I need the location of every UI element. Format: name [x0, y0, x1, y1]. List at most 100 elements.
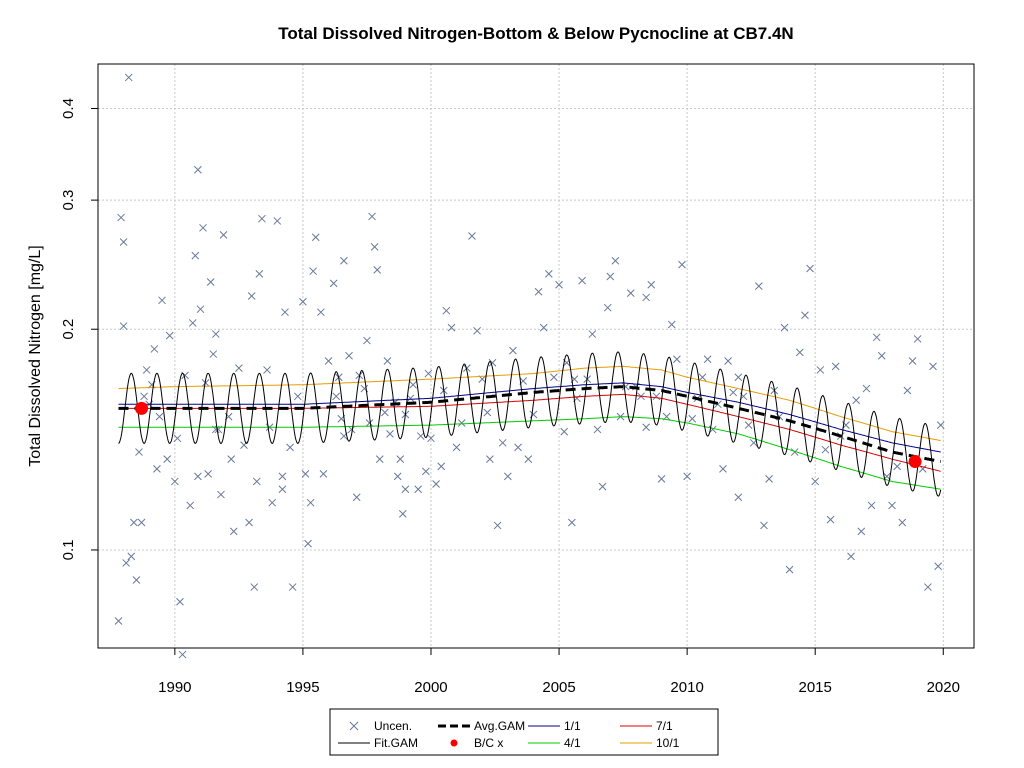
data-point — [398, 510, 407, 518]
legend-box — [329, 708, 719, 756]
data-point — [130, 518, 138, 527]
data-point — [432, 480, 440, 488]
data-point — [509, 346, 517, 355]
data-point — [311, 233, 320, 242]
data-point — [765, 475, 773, 483]
data-point — [719, 465, 727, 473]
data-point — [255, 269, 264, 278]
data-point — [606, 272, 615, 281]
data-point — [186, 501, 195, 510]
data-point — [142, 366, 151, 374]
data-point — [229, 527, 238, 536]
data-point — [867, 501, 876, 510]
data-point — [468, 232, 476, 240]
data-point — [683, 472, 691, 481]
data-point — [329, 279, 338, 288]
data-point — [278, 472, 287, 481]
data-point — [673, 355, 681, 364]
x-tick-label: 1995 — [286, 679, 319, 696]
data-point — [652, 392, 661, 401]
data-point — [416, 432, 425, 440]
data-point — [288, 583, 297, 591]
y-tick-label: 0.1 — [60, 540, 77, 561]
chart-title: Total Dissolved Nitrogen-Bottom & Below … — [278, 24, 793, 43]
data-point — [122, 559, 131, 567]
data-point — [345, 351, 353, 360]
y-tick-label: 0.3 — [60, 190, 77, 211]
bc-points — [135, 401, 922, 469]
legend: Uncen. Avg.GAM 1/1 7/1 Fit.GAM B/C x 4/1 10/1 — [329, 708, 719, 756]
legend-label: Uncen. — [374, 719, 412, 733]
data-point — [191, 251, 200, 260]
data-point — [534, 287, 543, 296]
data-point — [593, 425, 602, 434]
x-tick-label: 2020 — [927, 679, 960, 696]
x-tick-label: 2005 — [542, 679, 575, 696]
data-point — [127, 552, 136, 561]
data-point — [273, 217, 282, 225]
legend-label: Avg.GAM — [474, 719, 525, 733]
data-point — [252, 477, 261, 486]
data-point — [316, 308, 325, 317]
data-point — [437, 462, 446, 471]
data-point — [703, 355, 712, 364]
data-point — [324, 357, 333, 365]
data-point — [913, 335, 922, 343]
data-point — [188, 319, 197, 327]
data-point — [473, 326, 481, 335]
data-point — [555, 280, 563, 289]
data-point — [206, 278, 215, 286]
data-point — [119, 238, 128, 246]
data-point — [153, 465, 161, 473]
data-point — [370, 243, 379, 251]
series-lines — [118, 351, 942, 497]
data-point — [365, 419, 374, 427]
data-point — [281, 308, 289, 317]
y-axis-title: Total Dissolved Nitrogen [mg/L] — [27, 245, 44, 466]
data-point — [483, 408, 492, 417]
data-point — [135, 448, 143, 456]
data-point — [550, 373, 558, 382]
data-point — [393, 472, 402, 481]
data-point — [816, 366, 825, 374]
data-point — [934, 562, 942, 571]
data-point — [678, 260, 686, 269]
scatter-points — [114, 73, 945, 659]
data-point — [729, 388, 738, 397]
data-point — [306, 498, 315, 507]
data-point — [304, 539, 312, 548]
legend-x-icon — [349, 721, 359, 731]
data-point — [760, 521, 768, 530]
legend-label: 10/1 — [656, 736, 680, 750]
x-axis: 1990 1995 2000 2005 2010 2015 2020 — [158, 647, 960, 696]
data-point — [140, 392, 148, 401]
legend-label: 1/1 — [564, 719, 581, 733]
data-point — [826, 515, 835, 524]
legend-label: Fit.GAM — [374, 736, 418, 750]
data-point — [539, 323, 548, 332]
data-point — [340, 256, 348, 265]
data-point — [780, 323, 789, 332]
legend-label: 4/1 — [564, 736, 581, 750]
data-point — [603, 303, 612, 312]
data-point — [588, 330, 597, 338]
data-point — [386, 429, 394, 438]
data-point — [396, 455, 405, 463]
data-point — [309, 267, 318, 276]
data-point — [383, 357, 392, 365]
data-point — [647, 280, 656, 289]
data-point — [877, 351, 886, 360]
data-point — [924, 583, 932, 591]
data-point — [173, 434, 182, 443]
data-point — [301, 469, 310, 478]
data-point — [209, 350, 218, 358]
data-point — [196, 305, 205, 314]
x-tick-label: 1990 — [158, 679, 191, 696]
data-point — [898, 518, 907, 527]
legend-dot-icon — [450, 739, 458, 747]
data-point — [124, 73, 133, 82]
series-line-1-1 — [118, 382, 941, 453]
data-point — [299, 297, 307, 306]
x-tick-label: 2015 — [799, 679, 832, 696]
